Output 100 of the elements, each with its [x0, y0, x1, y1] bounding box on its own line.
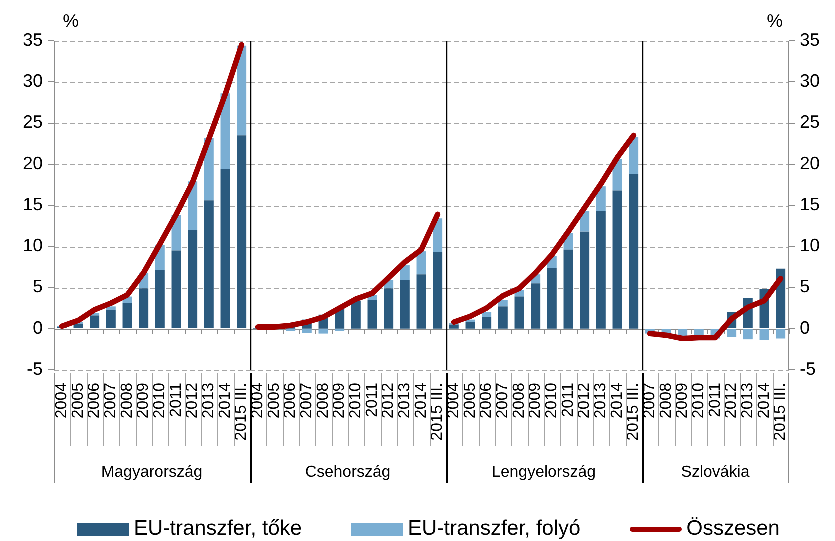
x-tick-label: 2006	[478, 382, 496, 419]
y2-tick-label: 20	[800, 153, 820, 174]
x-tick-label: 2008	[314, 382, 332, 419]
x-tick-label: 2007	[494, 382, 512, 419]
y2-tick-label: 5	[800, 276, 810, 297]
bar	[237, 136, 247, 328]
x-tick-label: 2008	[658, 382, 675, 419]
bar	[482, 317, 492, 329]
bar	[498, 300, 508, 307]
bar	[612, 190, 622, 329]
bar	[237, 46, 247, 136]
bar	[220, 169, 230, 328]
y2-tick-label: 15	[800, 194, 820, 214]
x-tick-label: 2007	[102, 382, 120, 419]
bar	[351, 300, 361, 329]
bar	[318, 328, 328, 334]
bar	[514, 296, 524, 329]
x-tick-label: 2009	[527, 382, 544, 419]
x-tick-label: 2010	[544, 382, 561, 419]
bar	[384, 288, 394, 329]
bar	[760, 329, 770, 340]
bar	[776, 329, 786, 339]
legend-label: Összesen	[686, 517, 780, 541]
x-tick-label: 2014	[756, 382, 773, 419]
bar	[629, 137, 639, 174]
bar	[482, 312, 492, 318]
bar	[204, 200, 214, 328]
x-tick-label: 2010	[152, 382, 169, 419]
bar	[302, 328, 312, 333]
x-tick-label: 2011	[168, 382, 185, 418]
bar	[466, 322, 476, 329]
y2-tick-label: 0	[800, 318, 810, 338]
x-tick-label: 2009	[331, 382, 348, 419]
bar	[743, 329, 753, 340]
bar	[531, 284, 541, 329]
bar	[498, 306, 508, 329]
x-tick-label: 2011	[364, 382, 381, 418]
x-tick-label: 2014	[608, 382, 626, 419]
bar	[466, 320, 476, 322]
x-tick-label: 2015 III.	[233, 383, 250, 441]
x-tick-label: 2007	[298, 382, 316, 419]
x-tick-label: 2015 III.	[772, 383, 790, 441]
x-tick-label: 2013	[740, 382, 757, 419]
x-tick-label: 2006	[86, 382, 104, 419]
y2-axis-title: %	[766, 10, 783, 31]
bar	[139, 288, 149, 328]
x-tick-label: 2009	[135, 382, 152, 419]
bar	[400, 280, 410, 329]
bar	[106, 310, 116, 328]
y-axis-title: %	[63, 10, 80, 31]
x-tick-label: 2008	[118, 382, 136, 419]
x-axis-title: Lengyelország	[492, 464, 596, 481]
bar	[564, 250, 574, 329]
bar	[122, 303, 132, 328]
x-tick-label: 2012	[184, 382, 202, 419]
y-tick-label: 15	[22, 194, 43, 214]
bar	[629, 174, 639, 329]
x-tick-label: 2012	[576, 382, 594, 419]
x-tick-label: 2010	[690, 382, 708, 419]
x-tick-label: 2014	[216, 382, 234, 419]
x-tick-label: 2004	[250, 382, 267, 419]
y-tick-label: 20	[22, 153, 43, 174]
bar	[727, 329, 737, 338]
bar	[74, 324, 84, 328]
bar	[449, 324, 459, 329]
bar	[368, 300, 378, 329]
legend-label: EU-transzfer, folyó	[408, 517, 581, 541]
x-tick-label: 2006	[282, 382, 300, 419]
y-tick-label: 5	[32, 276, 43, 297]
x-tick-label: 2015 III.	[625, 383, 642, 441]
x-axis-title: Szlovákia	[681, 464, 750, 481]
x-tick-label: 2013	[200, 382, 218, 419]
x-tick-label: 2008	[510, 382, 528, 419]
bar	[416, 274, 426, 329]
y2-tick-label: 10	[800, 236, 820, 256]
x-axis-title: Csehország	[305, 464, 391, 481]
bar	[286, 328, 296, 332]
bar	[433, 252, 443, 329]
x-tick-label: 2015 III.	[429, 383, 446, 441]
x-tick-label: 2009	[674, 382, 692, 419]
bar	[580, 232, 590, 329]
y-tick-label: -5	[26, 358, 43, 379]
x-tick-label: 2005	[70, 382, 87, 419]
bar	[172, 250, 182, 328]
bar	[547, 268, 557, 329]
x-tick-label: 2004	[446, 382, 463, 419]
x-tick-label: 2014	[412, 382, 430, 419]
x-tick-label: 2004	[54, 382, 71, 419]
bar	[90, 316, 100, 328]
x-tick-label: 2013	[396, 382, 414, 419]
y-tick-label: 35	[22, 30, 43, 50]
x-tick-label: 2011	[560, 382, 577, 418]
x-tick-label: 2013	[592, 382, 610, 419]
bar	[335, 328, 345, 332]
y2-tick-label: 25	[800, 112, 820, 132]
bar	[400, 266, 410, 280]
bar	[155, 270, 165, 328]
y2-tick-label: -5	[800, 358, 816, 379]
bar	[188, 230, 198, 328]
y2-tick-label: 35	[800, 30, 820, 50]
